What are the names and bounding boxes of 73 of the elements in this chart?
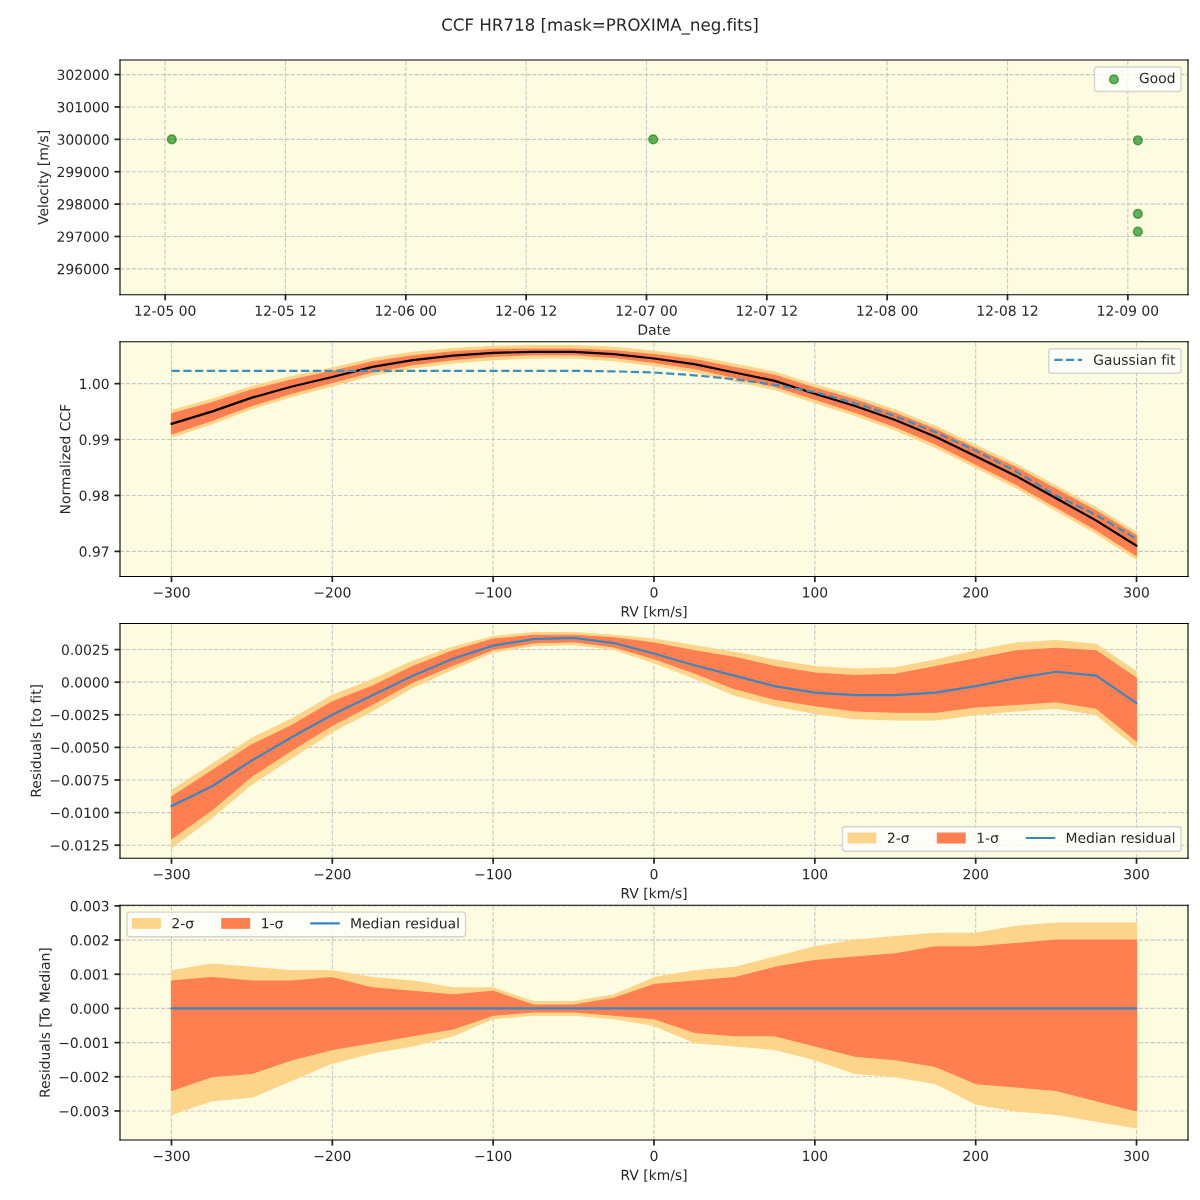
x-tick-label: −100 (475, 1150, 512, 1162)
legend-label: Gaussian fit (1093, 354, 1176, 365)
x-tick-label: 0 (650, 1150, 658, 1162)
legend-label: 2-σ (172, 917, 194, 929)
x-tick-label: 300 (1124, 868, 1149, 880)
y-tick-label: 301000 (57, 101, 109, 113)
y-tick-label: −0.0075 (50, 774, 109, 786)
x-tick-label: 12-07 12 (737, 305, 797, 316)
y-tick-label: 0.0025 (61, 644, 109, 656)
x-tick-label: 100 (803, 1150, 828, 1162)
y-tick-label: −0.0025 (50, 709, 109, 721)
y-tick-label: 296000 (57, 263, 109, 275)
legend-label: 1-σ (977, 832, 999, 844)
y-tick-label: 0.002 (70, 935, 109, 946)
y-tick-label: −0.0050 (50, 742, 109, 753)
x-tick-label: 200 (963, 1150, 989, 1162)
y-tick-label: 297000 (57, 231, 109, 242)
legend-label: 1-σ (262, 918, 283, 929)
x-tick-label: 12-06 00 (376, 305, 437, 316)
x-tick-label: −100 (475, 868, 512, 880)
x-tick-label: −300 (153, 587, 190, 598)
x-tick-label: 12-07 00 (616, 305, 677, 316)
y-tick-label: −0.0125 (50, 840, 109, 851)
y-tick-label: 0.003 (70, 900, 109, 912)
y-tick-label: 302000 (57, 69, 109, 81)
line-series (170, 636, 1138, 808)
x-axis-title: Date (638, 324, 670, 335)
y-tick-label: 298000 (57, 199, 109, 210)
x-tick-label: −200 (314, 868, 351, 880)
x-tick-label: 12-08 12 (977, 305, 1038, 316)
y-tick-label: −0.0100 (50, 807, 109, 819)
x-tick-label: 0 (650, 587, 658, 598)
x-axis-title: RV [km/s] (621, 605, 687, 619)
x-tick-label: 12-05 12 (255, 305, 316, 316)
chart-title: CCF HR718 [mask=PROXIMA_neg.fits] (442, 18, 758, 35)
x-tick-label: −200 (314, 1150, 351, 1162)
x-tick-label: 200 (963, 868, 989, 880)
x-tick-label: 0 (650, 868, 658, 880)
x-tick-label: 300 (1124, 587, 1149, 598)
x-tick-label: 12-05 00 (135, 305, 196, 316)
y-tick-label: 0.001 (70, 969, 109, 980)
x-tick-label: 100 (803, 587, 828, 598)
y-tick-label: −0.002 (59, 1071, 109, 1083)
y-tick-label: 299000 (57, 166, 109, 178)
y-tick-label: −0.001 (59, 1037, 109, 1049)
x-tick-label: 12-08 00 (857, 305, 918, 316)
x-tick-label: −100 (475, 587, 512, 598)
y-tick-label: 0.99 (79, 434, 109, 446)
y-axis-title: Velocity [m/s] (37, 130, 52, 225)
y-tick-label: 0.0000 (61, 677, 109, 688)
y-tick-label: 1.00 (80, 378, 109, 390)
y-tick-label: 0.97 (79, 546, 109, 557)
x-tick-label: 300 (1124, 1150, 1149, 1162)
x-axis-title: RV [km/s] (621, 1169, 687, 1182)
y-tick-label: 0.98 (79, 490, 109, 501)
y-tick-label: 0.000 (70, 1003, 109, 1014)
x-tick-label: 12-09 00 (1098, 305, 1159, 316)
x-tick-label: −300 (153, 868, 190, 880)
x-axis-title: RV [km/s] (621, 887, 687, 901)
y-axis-title: Residuals [to fit] (30, 685, 43, 797)
x-tick-label: 12-06 12 (496, 305, 556, 316)
y-tick-label: 300000 (57, 134, 109, 145)
x-tick-label: −300 (153, 1150, 190, 1162)
x-tick-label: 100 (803, 868, 828, 880)
y-tick-label: −0.003 (59, 1105, 109, 1117)
legend-label: Median residual (1066, 832, 1175, 844)
x-tick-label: 200 (963, 587, 989, 598)
legend-label: Good (1139, 72, 1175, 84)
x-tick-label: −200 (314, 587, 351, 598)
y-axis-title: Normalized CCF (59, 404, 71, 514)
legend-label: Median residual (351, 917, 459, 929)
legend-label: 2-σ (887, 832, 910, 844)
y-axis-title: Residuals [To Median] (39, 948, 52, 1097)
